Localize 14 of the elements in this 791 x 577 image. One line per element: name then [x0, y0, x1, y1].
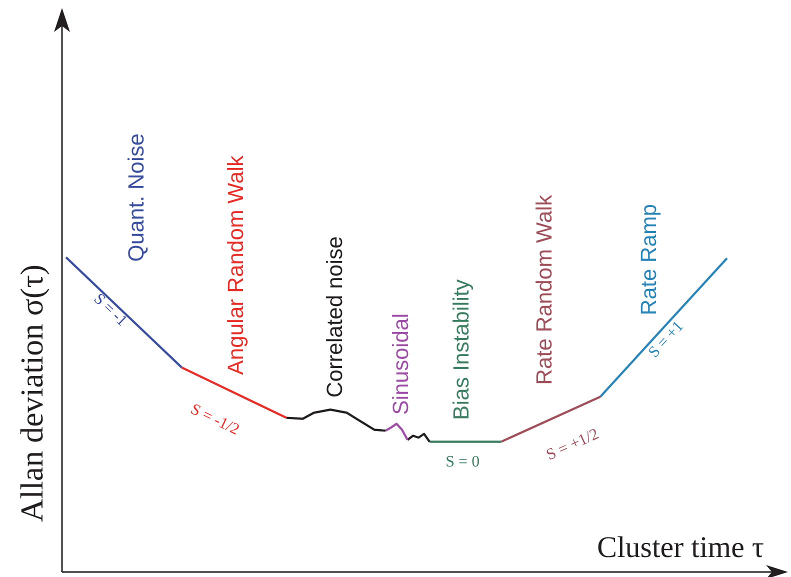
annotation: Rate Ramp	[636, 204, 661, 316]
annotation: Quant. Noise	[124, 133, 149, 262]
annotation: S = 0	[446, 453, 480, 470]
annotation: Rate Random Walk	[531, 194, 556, 385]
annotation: S = -1	[90, 290, 130, 330]
annotation: Angular Random Walk	[222, 154, 248, 375]
annotation: Correlated noise	[322, 236, 347, 398]
annotation: S = +1/2	[544, 426, 602, 464]
x-axis-title: Cluster time τ	[596, 530, 764, 564]
annotation: Bias Instability	[448, 279, 474, 420]
y-axis-title: Allan deviation σ(τ)	[13, 264, 50, 522]
annotation: S = +1	[645, 318, 687, 362]
annotation: S = -1/2	[188, 400, 242, 439]
annotation: Sinusoidal	[388, 313, 414, 415]
